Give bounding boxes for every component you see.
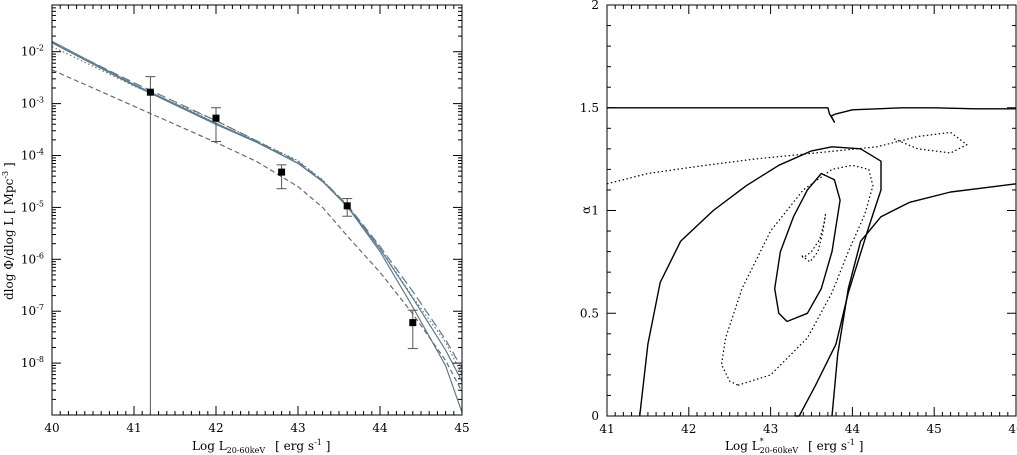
left-x-label-units-sup: -1 — [314, 438, 322, 447]
right-contour-7 — [607, 107, 1016, 123]
left-data-point — [409, 319, 417, 327]
right-contour-5 — [831, 183, 1017, 417]
right-x-tick-label: 46 — [1008, 422, 1017, 436]
left-model-curve-2 — [51, 40, 463, 382]
right-x-label-units-sup: -1 — [847, 438, 855, 447]
left-model-curve-1 — [51, 42, 463, 413]
right-contour-4 — [639, 146, 882, 417]
left-x-axis-label: Log L20-60keV [ erg s-1 ] — [192, 438, 330, 455]
left-model-curve-4 — [51, 45, 463, 375]
left-data-point — [146, 88, 154, 96]
right-y-tick-label: 0 — [591, 409, 599, 423]
left-chart: 40 41 42 43 44 45 10-210-310-410-510-610-710-… — [1, 4, 470, 455]
left-data-point — [343, 202, 351, 210]
right-x-tick-label: 42 — [681, 422, 696, 436]
left-x-label-main: Log L — [192, 439, 227, 453]
right-y-tick-label: 2 — [591, 0, 599, 12]
left-y-tick-label: 10-2 — [21, 44, 44, 59]
left-x-tick-label: 44 — [372, 421, 388, 435]
right-x-label-units-end: ] — [855, 439, 864, 453]
left-y-label-end: ] — [2, 162, 16, 171]
left-data-points — [145, 76, 418, 415]
right-chart: 41 42 43 44 45 46 0 0.5 1 1.5 2 Log L*20-60keV [ e… — [579, 0, 1017, 455]
right-y-axis-label: α — [579, 206, 593, 214]
right-contours — [606, 107, 1017, 417]
left-y-tick-label: 10-5 — [21, 199, 44, 214]
left-x-tick-label: 42 — [208, 421, 223, 435]
left-y-tick-label: 10-4 — [21, 148, 44, 163]
right-x-tick-label: 43 — [763, 422, 778, 436]
right-y-tick-label: 0.5 — [580, 306, 599, 320]
left-x-tick-labels: 40 41 42 43 44 45 — [44, 421, 469, 435]
left-x-tick-label: 43 — [290, 421, 305, 435]
left-y-tick-label: 10-8 — [21, 355, 44, 370]
right-contour-3 — [720, 164, 874, 386]
left-y-axis-label: dlog Φ/dlog L [ Mpc-3 ] — [1, 162, 16, 300]
left-y-tick-label: 10-6 — [21, 251, 44, 266]
right-x-tick-label: 44 — [845, 422, 861, 436]
right-x-label-star: * — [760, 437, 764, 446]
right-plot-frame — [606, 4, 1017, 417]
left-x-tick-label: 41 — [126, 421, 141, 435]
left-x-tick-label: 40 — [44, 421, 59, 435]
right-x-tick-label: 41 — [599, 422, 614, 436]
left-x-tick-label: 45 — [454, 421, 469, 435]
left-data-point — [212, 114, 220, 122]
right-contour-1 — [801, 214, 826, 263]
left-model-curve-3 — [51, 41, 463, 369]
right-x-label-main: Log L — [725, 439, 760, 453]
right-x-label-sub: 20-60keV — [760, 446, 799, 455]
left-series — [51, 40, 463, 413]
left-y-tick-label: 10-3 — [21, 96, 44, 111]
right-x-label-units: [ erg s — [808, 439, 847, 453]
right-x-tick-labels: 41 42 43 44 45 46 — [599, 422, 1017, 436]
left-model-curve-5 — [51, 69, 463, 392]
right-y-tick-label: 1.5 — [580, 101, 599, 115]
left-data-point — [278, 168, 286, 176]
right-contour-6 — [606, 131, 968, 185]
left-y-label-sup: -3 — [1, 171, 10, 179]
right-x-tick-label: 45 — [927, 422, 942, 436]
right-y-tick-label: 1 — [591, 204, 599, 218]
left-x-label-units: [ erg s — [275, 439, 314, 453]
left-ticks — [51, 5, 463, 416]
right-y-tick-labels: 0 0.5 1 1.5 2 — [580, 0, 599, 423]
left-y-tick-label: 10-7 — [21, 303, 44, 318]
left-plot-frame — [51, 4, 463, 416]
right-ticks — [606, 4, 1017, 417]
right-contour-2 — [774, 172, 841, 323]
left-y-label-main: dlog Φ/dlog L [ Mpc — [2, 178, 16, 300]
left-x-label-sub: 20-60keV — [227, 446, 266, 455]
left-y-tick-labels: 10-2 10-3 10-4 10-5 10-6 10-7 10-8 — [21, 44, 44, 370]
right-x-axis-label: Log L* 20-60keV [ erg s-1 ] — [725, 437, 863, 455]
left-x-label-units-end: ] — [322, 439, 331, 453]
